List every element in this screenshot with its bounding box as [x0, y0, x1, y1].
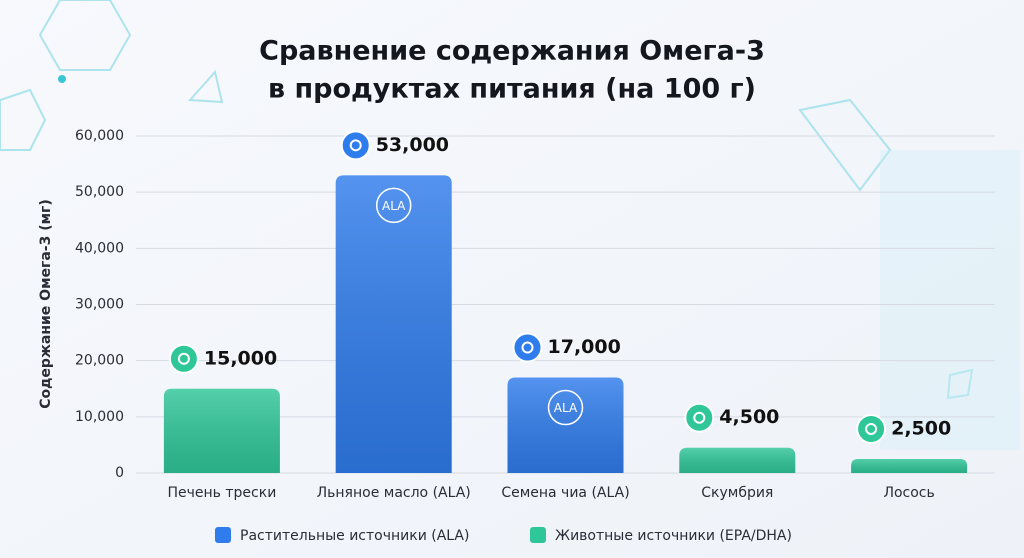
bar-badge: ALA — [554, 401, 578, 415]
value-icon-glyph — [349, 139, 362, 152]
decor — [0, 0, 974, 400]
y-tick-label: 20,000 — [75, 353, 124, 369]
y-tick-label: 30,000 — [75, 297, 124, 313]
value-icon — [856, 413, 887, 444]
bar-shade — [163, 388, 280, 473]
decor-dot — [58, 75, 66, 83]
y-tick-label: 40,000 — [75, 240, 124, 256]
x-tick-label: Льняное масло (ALA) — [317, 485, 471, 501]
bar-shade — [335, 175, 452, 474]
value-label: 17,000 — [548, 336, 621, 358]
x-tick-label: Печень трески — [168, 485, 277, 501]
bar-shade — [851, 458, 968, 473]
x-tick-label: Лосось — [883, 485, 934, 501]
value-icon-glyph — [865, 422, 878, 435]
value-icon — [340, 130, 371, 161]
x-tick-label: Скумбрия — [701, 485, 773, 501]
y-tick-label: 10,000 — [75, 409, 124, 425]
chart-title: Сравнение содержания Омега-3 — [259, 36, 765, 67]
legend-swatch — [215, 527, 231, 543]
x-tick-label: Семена чиа (ALA) — [501, 485, 629, 501]
value-icon — [512, 332, 543, 363]
value-label: 53,000 — [376, 134, 449, 156]
legend-label: Животные источники (EPA/DHA) — [555, 528, 792, 544]
legend-swatch — [530, 527, 546, 543]
y-tick-label: 60,000 — [75, 128, 124, 144]
chart-title: в продуктах питания (на 100 г) — [268, 74, 756, 105]
bar-badge-ring — [375, 187, 412, 224]
y-tick-label: 0 — [115, 465, 124, 481]
value-label: 15,000 — [204, 347, 277, 369]
value-icon-glyph — [693, 411, 706, 424]
value-icon — [168, 343, 199, 374]
legend-label: Растительные источники (ALA) — [240, 528, 469, 544]
bar-badge-ring — [547, 389, 584, 426]
decor-dots — [880, 150, 1020, 450]
value-label: 2,500 — [891, 417, 951, 439]
value-icon — [684, 402, 715, 433]
y-axis-label: Содержание Омега-3 (мг) — [38, 199, 54, 409]
value-label: 4,500 — [719, 406, 779, 428]
value-icon-glyph — [177, 352, 190, 365]
value-icon-glyph — [521, 341, 534, 354]
bar-badge: ALA — [382, 199, 406, 213]
bar-shade — [679, 447, 796, 473]
y-tick-label: 50,000 — [75, 184, 124, 200]
